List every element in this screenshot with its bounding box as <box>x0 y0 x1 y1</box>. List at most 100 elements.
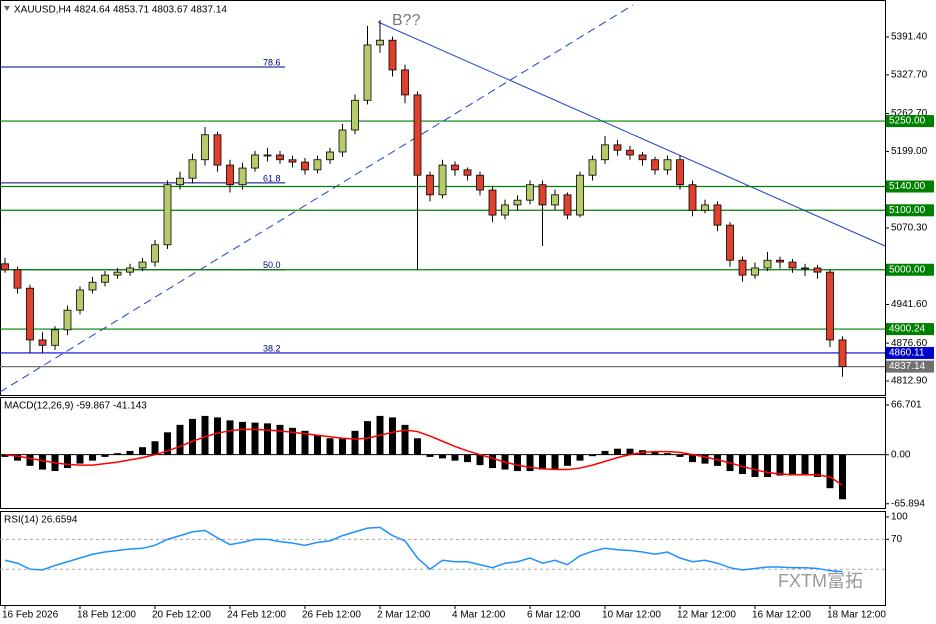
candle-body <box>751 267 759 276</box>
histogram-bar <box>39 454 46 470</box>
histogram-bar <box>264 423 271 455</box>
candle-body <box>226 164 234 186</box>
histogram-bar <box>126 450 134 455</box>
x-tick-label: 26 Feb 12:00 <box>302 610 361 621</box>
histogram-bar <box>176 424 184 455</box>
fib-label: 78.6 <box>263 57 281 67</box>
candle-body <box>488 189 497 216</box>
candle-body <box>338 129 347 153</box>
symbol-icon <box>4 6 10 11</box>
candle-body <box>813 267 822 273</box>
y-tick-label: 0.00 <box>891 449 911 460</box>
candle-body <box>363 44 372 101</box>
candle-body <box>626 149 634 156</box>
watermark: FXTM富拓 <box>778 571 863 591</box>
level-label: 4860.11 <box>889 348 925 359</box>
signal-line <box>4 428 843 486</box>
level-label: 4837.14 <box>889 361 926 372</box>
histogram-bar <box>526 454 534 472</box>
x-tick-label: 20 Feb 12:00 <box>152 610 211 621</box>
candle-body <box>38 339 47 346</box>
histogram-bar <box>651 451 659 455</box>
histogram-bar <box>351 430 359 455</box>
fib-label: 50.0 <box>263 260 281 270</box>
histogram-bar <box>89 454 96 461</box>
candle-body <box>726 224 734 261</box>
histogram-bar <box>101 454 109 457</box>
candle-body <box>1 263 9 271</box>
candle-body <box>88 281 97 291</box>
annotation: B?? <box>392 12 421 29</box>
histogram-bar <box>776 454 784 476</box>
macd-pane <box>0 397 886 509</box>
candle-body <box>138 261 147 269</box>
candle-body <box>101 274 109 283</box>
candle-body <box>651 159 659 171</box>
histogram-bar <box>189 418 196 455</box>
fib-label: 38.2 <box>263 343 281 353</box>
histogram-bar <box>514 454 521 472</box>
histogram-bar <box>339 438 346 455</box>
histogram-bar <box>626 448 634 455</box>
histogram-bar <box>314 435 321 455</box>
histogram-bar <box>26 454 34 466</box>
candle-body <box>238 167 247 186</box>
y-tick-label: 5199.00 <box>891 146 928 157</box>
x-tick-label: 18 Mar 12:00 <box>827 610 886 621</box>
histogram-bar <box>751 454 759 478</box>
level-label: 5000.00 <box>889 264 926 275</box>
histogram-bar <box>151 441 159 455</box>
x-tick-label: 12 Mar 12:00 <box>677 610 736 621</box>
x-tick-label: 4 Mar 12:00 <box>452 610 506 621</box>
candle-body <box>563 194 572 216</box>
histogram-bar <box>214 417 221 455</box>
histogram-bar <box>489 454 496 469</box>
histogram-bar <box>764 454 771 478</box>
price-pane <box>0 0 886 396</box>
histogram-bar <box>226 420 234 455</box>
histogram-bar <box>739 454 746 475</box>
histogram-bar <box>1 454 9 457</box>
candle-body <box>51 329 59 346</box>
candle-body <box>463 169 472 176</box>
histogram-bar <box>301 430 309 455</box>
histogram-bar <box>139 447 146 455</box>
candle-body <box>326 151 334 161</box>
candle-body <box>113 271 122 276</box>
candle-body <box>176 177 184 186</box>
y-tick-label: 5327.70 <box>891 70 928 81</box>
candle-body <box>801 267 809 270</box>
candle-body <box>501 204 509 216</box>
candle-body <box>688 184 697 211</box>
candle-body <box>213 134 222 166</box>
candle-body <box>638 154 647 161</box>
candle-body <box>838 339 847 368</box>
histogram-bar <box>676 454 684 457</box>
x-tick-label: 18 Feb 12:00 <box>77 610 136 621</box>
candle-body <box>826 271 834 341</box>
candle-body <box>201 134 209 161</box>
fib-label: 61.8 <box>263 173 281 183</box>
candle-body <box>276 154 284 161</box>
level-box <box>886 360 934 373</box>
y-tick-label: 5070.30 <box>891 223 928 234</box>
candle-body <box>776 259 784 263</box>
candle-body <box>576 174 584 216</box>
y-tick-label: 70 <box>891 534 903 545</box>
level-box <box>886 346 934 359</box>
candle-body <box>263 154 272 157</box>
histogram-bar <box>14 454 21 461</box>
candle-body <box>713 204 722 226</box>
candle-body <box>301 161 309 171</box>
candle-body <box>613 144 622 151</box>
histogram-bar <box>326 438 334 455</box>
histogram-bar <box>589 454 596 457</box>
histogram-bar <box>289 427 296 455</box>
y-tick-label: 4941.60 <box>891 299 928 310</box>
candle-body <box>401 69 409 96</box>
histogram-bar <box>476 454 484 466</box>
histogram-bar <box>164 432 171 455</box>
histogram-bar <box>814 454 821 478</box>
y-tick-label: 4812.90 <box>891 376 928 387</box>
candle-body <box>788 261 797 269</box>
